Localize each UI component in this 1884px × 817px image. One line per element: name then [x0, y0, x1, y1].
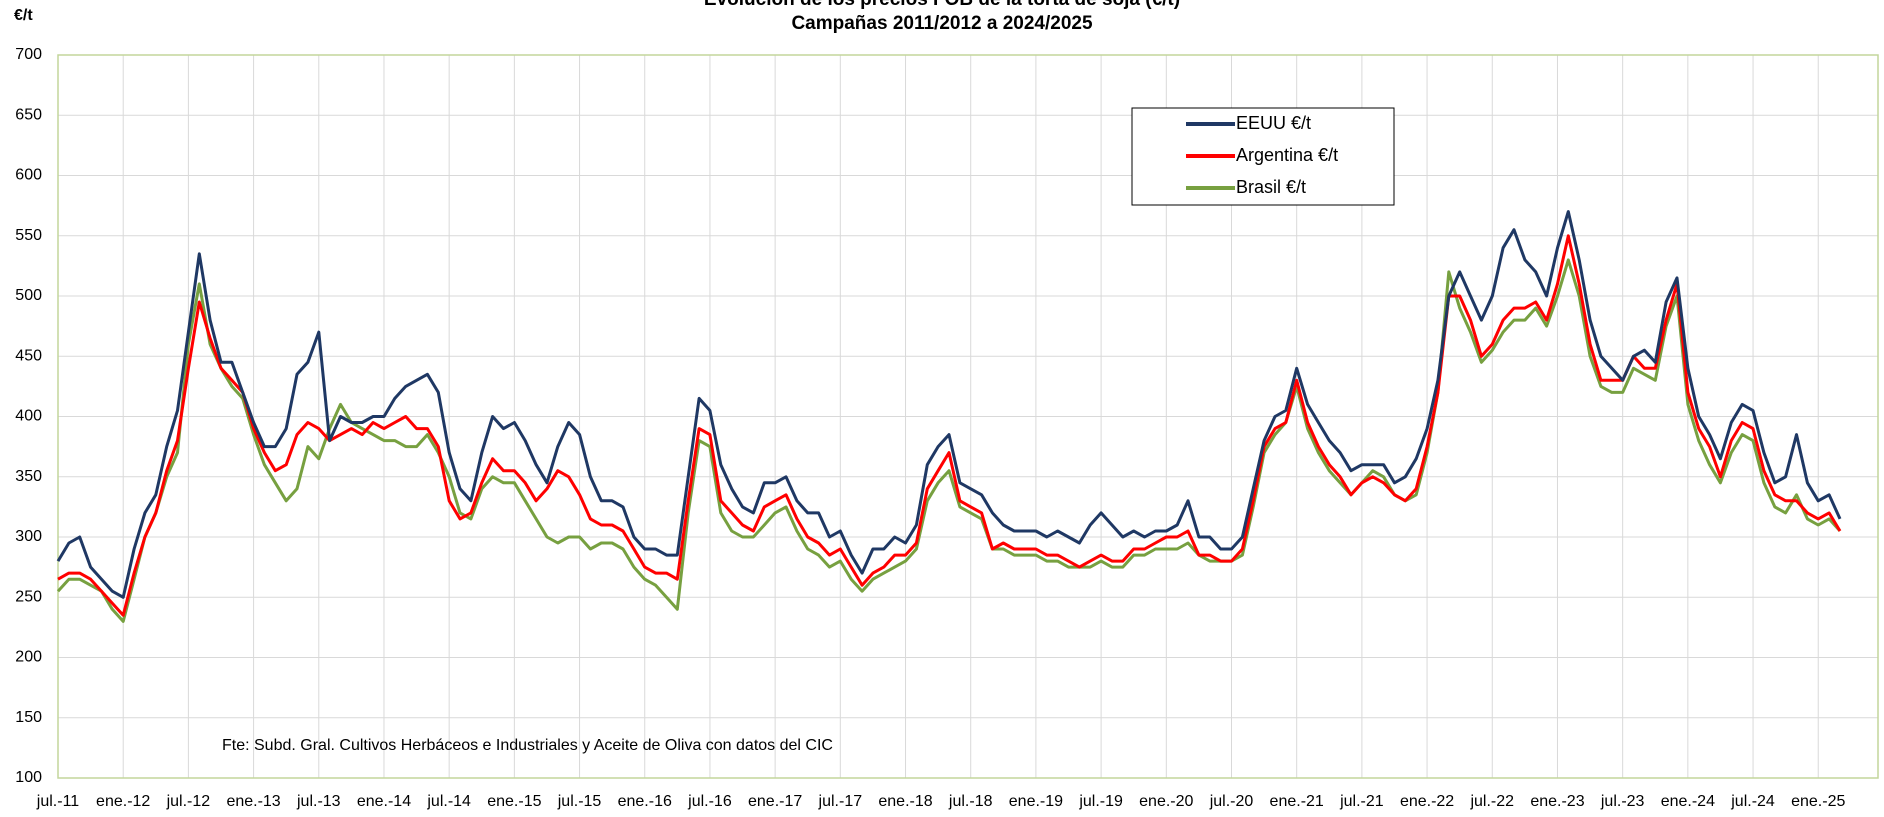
y-tick-label: 200: [15, 649, 42, 666]
x-tick-label: ene.-20: [1139, 793, 1193, 810]
x-tick-label: jul.-22: [1469, 793, 1514, 810]
y-tick-label: 100: [15, 769, 42, 786]
x-tick-label: ene.-17: [748, 793, 802, 810]
x-tick-label: ene.-22: [1400, 793, 1454, 810]
y-tick-label: 250: [15, 588, 42, 605]
x-tick-label: ene.-13: [226, 793, 280, 810]
x-tick-label: ene.-19: [1009, 793, 1063, 810]
y-tick-label: 600: [15, 167, 42, 184]
y-tick-label: 500: [15, 287, 42, 304]
y-axis-label: €/t: [14, 7, 33, 24]
y-tick-label: 650: [15, 106, 42, 123]
y-tick-label: 150: [15, 709, 42, 726]
x-tick-label: jul.-16: [687, 793, 732, 810]
x-tick-label: ene.-12: [96, 793, 150, 810]
x-tick-label: jul.-13: [296, 793, 341, 810]
x-tick-label: ene.-15: [487, 793, 541, 810]
x-tick-label: jul.-15: [557, 793, 602, 810]
x-tick-label: jul.-18: [948, 793, 993, 810]
x-tick-label: jul.-20: [1209, 793, 1254, 810]
chart-title: Evolución de los precios FOB de la torta…: [704, 0, 1180, 10]
legend-box: [1131, 107, 1395, 206]
x-tick-label: ene.-25: [1791, 793, 1845, 810]
x-tick-label: jul.-19: [1078, 793, 1123, 810]
x-tick-label: ene.-21: [1270, 793, 1324, 810]
y-tick-label: 300: [15, 528, 42, 545]
legend: EEUU €/t Argentina €/t Brasil €/t: [1131, 107, 1395, 206]
x-tick-label: ene.-14: [357, 793, 411, 810]
x-tick-label: jul.-21: [1339, 793, 1384, 810]
series-line: [57, 234, 1842, 617]
y-tick-label: 550: [15, 227, 42, 244]
chart-subtitle: Campañas 2011/2012 a 2024/2025: [791, 13, 1093, 34]
x-tick-label: jul.-12: [166, 793, 211, 810]
series-line: [56, 210, 1842, 599]
legend-label: Brasil €/t: [1236, 177, 1306, 197]
y-tick-label: 400: [15, 408, 42, 425]
annotation: Fte: Subd. Gral. Cultivos Herbáceos e In…: [222, 737, 833, 754]
series-line: [56, 258, 1842, 623]
legend-label: Argentina €/t: [1236, 145, 1338, 165]
x-tick-label: ene.-18: [878, 793, 932, 810]
x-tick-label: ene.-24: [1661, 793, 1715, 810]
y-tick-label: 450: [15, 347, 42, 364]
x-tick-label: jul.-14: [426, 793, 471, 810]
x-tick-label: jul.-24: [1730, 793, 1775, 810]
x-tick-label: ene.-23: [1530, 793, 1584, 810]
y-tick-label: 350: [15, 468, 42, 485]
x-tick-label: jul.-23: [1600, 793, 1645, 810]
x-tick-label: jul.-11: [36, 793, 79, 810]
legend-label: EEUU €/t: [1236, 113, 1311, 133]
x-tick-label: ene.-16: [618, 793, 672, 810]
y-tick-label: 700: [15, 46, 42, 63]
plot-frame: [57, 54, 1879, 779]
x-tick-label: jul.-17: [818, 793, 863, 810]
